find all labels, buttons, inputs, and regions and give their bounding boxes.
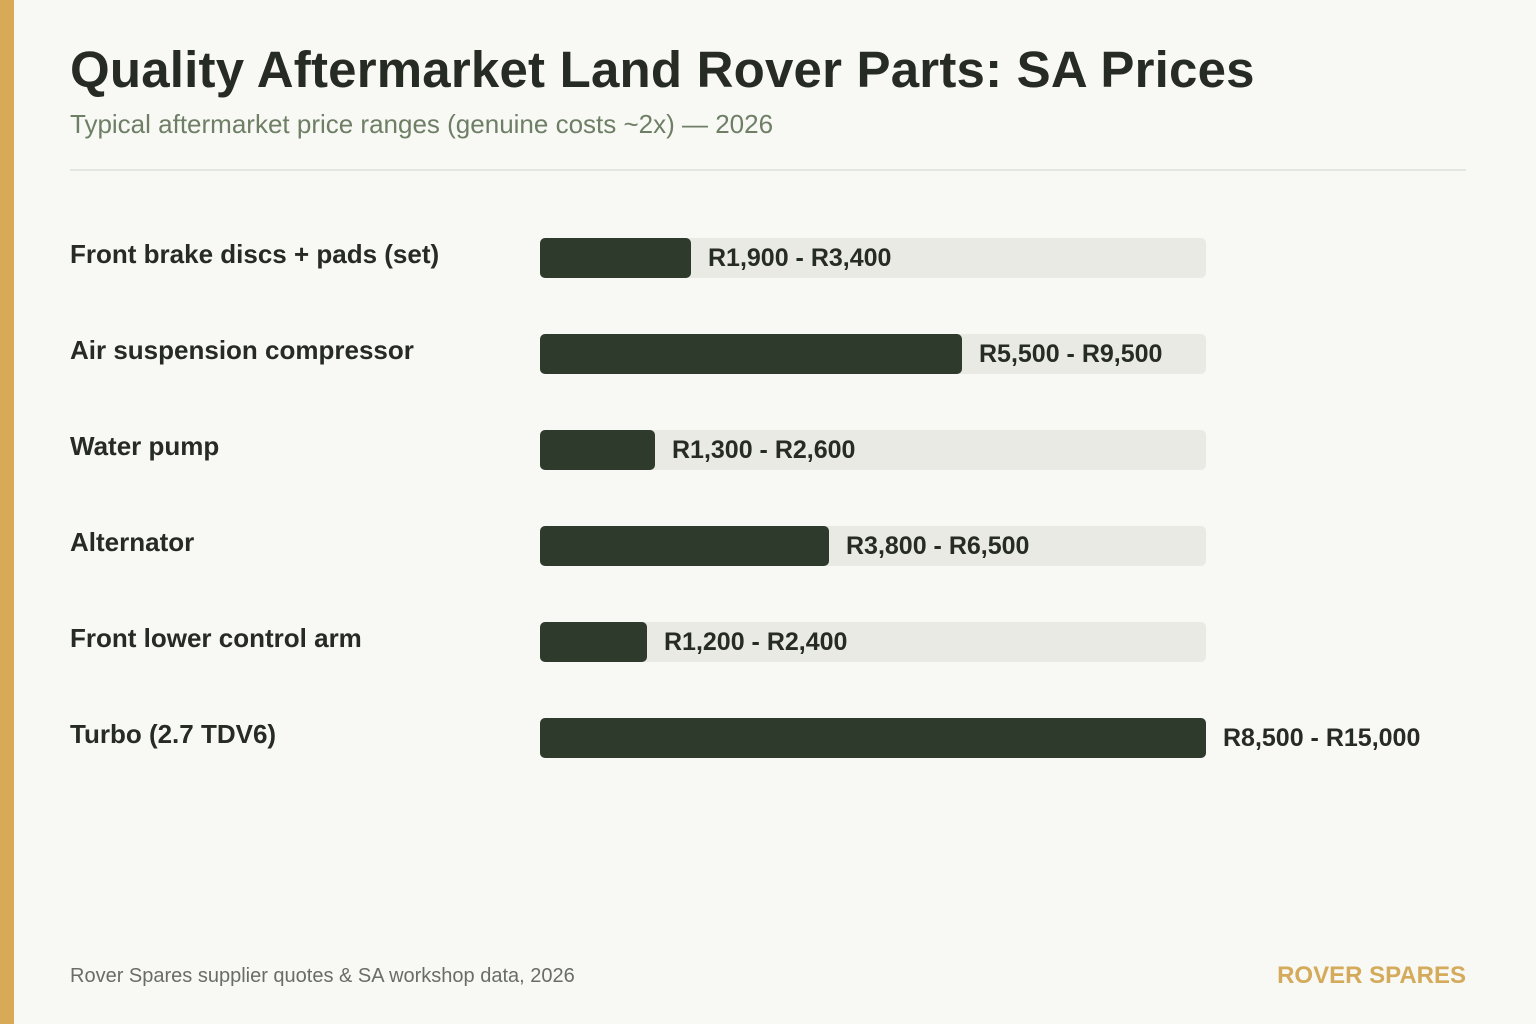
- bar-row: Turbo (2.7 TDV6) R8,500 - R15,000: [0, 716, 1536, 758]
- category-label: Alternator: [70, 527, 195, 557]
- chart-subtitle: Typical aftermarket price ranges (genuin…: [70, 109, 774, 139]
- bar-row: Front lower control arm R1,200 - R2,400: [0, 620, 1536, 662]
- header-divider: [70, 169, 1466, 171]
- bar-track: [540, 334, 1206, 374]
- chart-title: Quality Aftermarket Land Rover Parts: SA…: [70, 41, 1255, 98]
- category-label: Air suspension compressor: [70, 335, 414, 365]
- category-label: Front brake discs + pads (set): [70, 239, 440, 269]
- bar-value-label: R5,500 - R9,500: [979, 340, 1163, 368]
- bar-row: Air suspension compressor R5,500 - R9,500: [0, 332, 1536, 374]
- bar-track: [540, 718, 1206, 758]
- bar: [540, 718, 1206, 758]
- bar: [540, 430, 655, 470]
- bar-track: [540, 238, 1206, 278]
- bar-track: [540, 526, 1206, 566]
- bar: [540, 526, 829, 566]
- bar-value-label: R8,500 - R15,000: [1223, 724, 1421, 752]
- bar-value-label: R1,300 - R2,600: [672, 436, 856, 464]
- bar: [540, 622, 647, 662]
- bar-row: Alternator R3,800 - R6,500: [0, 524, 1536, 566]
- accent-stripe: [0, 0, 14, 1024]
- bar-value-label: R1,200 - R2,400: [664, 628, 848, 656]
- category-label: Turbo (2.7 TDV6): [70, 719, 277, 749]
- bar: [540, 238, 691, 278]
- bar-value-label: R1,900 - R3,400: [708, 244, 892, 272]
- bar-value-label: R3,800 - R6,500: [846, 532, 1030, 560]
- category-label: Water pump: [70, 431, 220, 461]
- bar: [540, 334, 962, 374]
- bar-track: [540, 430, 1206, 470]
- brand-logo-text: ROVER SPARES: [1277, 962, 1466, 989]
- bar-track: [540, 622, 1206, 662]
- bar-row: Water pump R1,300 - R2,600: [0, 428, 1536, 470]
- bar-row: Front brake discs + pads (set) R1,900 - R…: [0, 236, 1536, 278]
- source-note: Rover Spares supplier quotes & SA worksh…: [70, 965, 575, 987]
- category-label: Front lower control arm: [70, 623, 362, 653]
